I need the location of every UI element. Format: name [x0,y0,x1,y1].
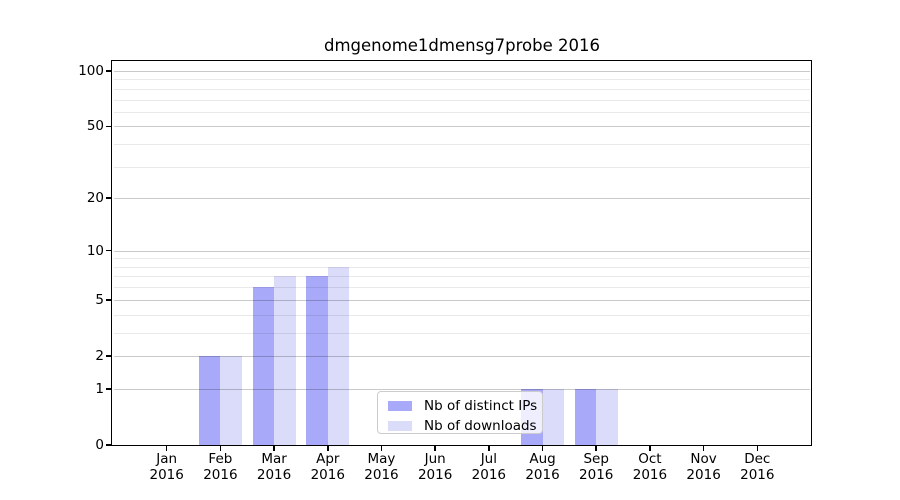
y-axis-tick-label-5: 5 [95,291,104,308]
x-axis-tick-label-oct: Oct 2016 [632,451,668,483]
x-axis-tick-label-jul: Jul 2016 [471,451,507,483]
x-axis-tick-jun [434,446,436,451]
x-axis-tick-sep [595,446,598,451]
y-axis-tick-20 [106,197,112,200]
legend-swatch-downloads [388,421,412,431]
x-axis-tick-jan [165,446,168,451]
gridline-y-40 [114,144,810,146]
x-axis-tick-aug [541,446,544,451]
chart-title: dmgenome1dmensg7probe 2016 [323,36,601,55]
x-axis-tick-label-jan: Jan 2016 [149,451,184,483]
bar-downloads-aug [542,388,565,445]
gridline-y-80 [114,88,810,90]
gridline-y-100 [114,71,810,72]
legend: Nb of distinct IPs Nb of downloads [377,391,543,434]
y-axis-tick-label-0: 0 [95,437,104,453]
x-axis-tick-nov [702,446,705,451]
y-axis-tick-10 [106,249,112,252]
gridline-y-8 [114,266,810,268]
gridline-y-4 [114,314,810,316]
gridline-y-70 [114,99,810,101]
bar-downloads-feb [220,355,242,445]
x-axis-tick-label-dec: Dec 2016 [740,451,775,483]
gridline-y-5 [114,299,810,301]
x-axis-tick-label-may: May 2016 [364,451,399,483]
gridline-y-6 [114,287,810,289]
x-axis-tick-jul [488,446,490,451]
plot-area [111,60,812,446]
gridline-y-1 [114,388,810,390]
x-axis-tick-mar [273,446,275,451]
x-axis-tick-label-mar: Mar 2016 [256,451,292,483]
x-axis-tick-label-nov: Nov 2016 [686,451,721,483]
gridline-y-10 [114,250,810,252]
y-axis-tick-100 [106,70,112,72]
legend-swatch-distinct-ips [388,401,412,411]
x-axis-tick-label-sep: Sep 2016 [579,451,614,483]
x-axis-tick-label-feb: Feb 2016 [203,451,238,483]
gridline-y-9 [114,258,810,260]
y-axis-tick-2 [106,355,112,357]
bar-downloads-apr [327,266,350,445]
bar-downloads-sep [596,388,618,445]
y-axis-tick-label-20: 20 [86,190,104,207]
gridline-y-20 [114,198,810,200]
y-axis-tick-5 [106,298,112,301]
gridline-y-3 [114,332,810,334]
gridline-y-50 [114,126,810,128]
x-axis-tick-feb [219,446,222,451]
x-axis-tick-oct [649,446,651,451]
y-axis-tick-1 [106,388,112,390]
x-axis-tick-may [380,446,383,451]
x-axis-tick-label-jun: Jun 2016 [417,451,453,483]
gridline-y-60 [114,111,810,113]
x-axis-tick-label-apr: Apr 2016 [310,451,345,483]
bar-distinct-ips-mar [252,287,275,445]
x-axis-tick-dec [756,446,759,451]
x-axis-tick-label-aug: Aug 2016 [525,451,560,483]
gridline-y-90 [114,79,810,81]
legend-item-downloads: Nb of downloads [386,418,537,434]
y-axis-tick-label-100: 100 [78,63,104,79]
y-axis-tick-label-2: 2 [95,347,104,364]
gridline-y-30 [114,166,810,168]
y-axis-tick-label-1: 1 [95,380,104,397]
y-axis-tick-50 [106,125,112,128]
legend-label-downloads: Nb of downloads [424,418,537,434]
gridline-y-2 [114,355,810,357]
legend-item-distinct-ips: Nb of distinct IPs [386,398,538,414]
y-axis-tick-label-10: 10 [86,242,104,259]
x-axis-tick-apr [326,446,329,451]
legend-label-distinct-ips: Nb of distinct IPs [424,398,538,414]
bar-distinct-ips-apr [306,276,328,445]
gridline-y-7 [114,276,810,278]
bar-distinct-ips-sep [574,388,597,445]
y-axis-tick-0 [106,444,112,446]
bar-downloads-mar [274,276,296,445]
bar-distinct-ips-feb [198,355,221,445]
y-axis-tick-label-50: 50 [86,118,104,135]
